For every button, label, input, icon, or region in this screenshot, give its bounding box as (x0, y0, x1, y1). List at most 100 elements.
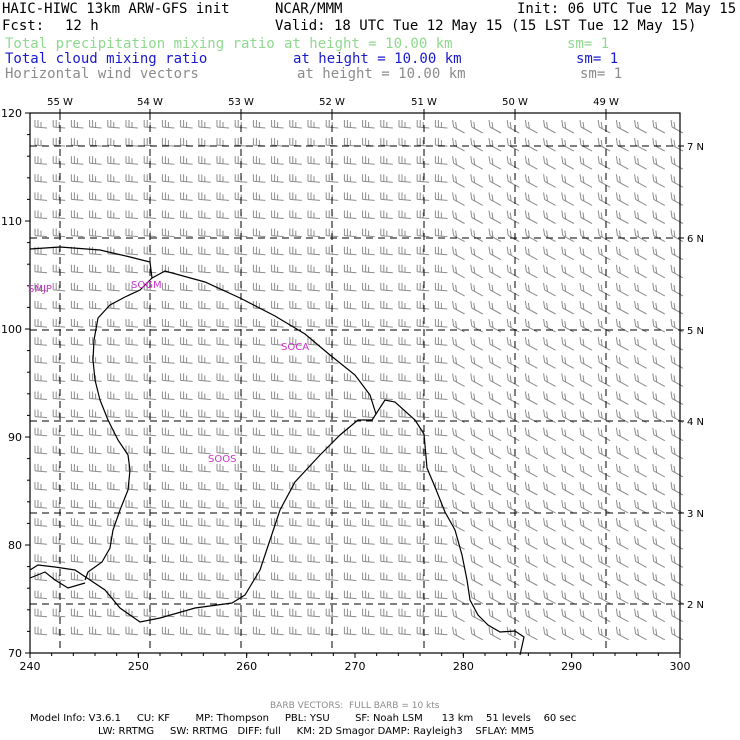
wind-barb (597, 174, 611, 188)
wind-barb (398, 518, 412, 527)
wind-barb (470, 481, 484, 496)
wind-barb (670, 282, 684, 297)
wind-barb (289, 427, 302, 437)
wind-barb (670, 138, 684, 152)
wind-barb (380, 500, 393, 509)
wind-barb (70, 590, 84, 600)
wind-barb (670, 409, 684, 424)
wind-barb (198, 626, 211, 636)
wind-barb (289, 192, 302, 201)
wind-barb (398, 319, 412, 328)
wind-barb (416, 282, 430, 292)
field-wind-name: Horizontal wind vectors (5, 66, 199, 82)
wind-barb (579, 210, 593, 224)
field-precip-name: Total precipitation mixing ratio (5, 36, 275, 52)
wind-barb (216, 445, 230, 455)
x-tick-label: 280 (453, 660, 474, 673)
lon-label: 50 W (502, 97, 528, 108)
wind-barb (615, 282, 629, 297)
wind-barb (597, 319, 611, 333)
x-tick-label: 260 (236, 660, 257, 673)
wind-barb (125, 500, 139, 509)
wind-barb (307, 608, 321, 618)
wind-barb (579, 409, 593, 424)
wind-barb (362, 138, 375, 147)
wind-barb (615, 391, 629, 405)
wind-barb (125, 572, 139, 581)
wind-barb (34, 319, 48, 328)
wind-barb (434, 264, 448, 274)
wind-barb (670, 246, 684, 261)
wind-barb (579, 536, 593, 550)
wind-barb (488, 228, 502, 243)
wind-barb (125, 282, 139, 292)
wind-barb (307, 500, 321, 509)
wind-barb (543, 355, 556, 369)
lat-label: 7 N (687, 142, 704, 153)
wind-barb (70, 373, 84, 382)
wind-barb (452, 282, 465, 297)
wind-barb (89, 192, 102, 201)
wind-barb (271, 319, 284, 328)
fcst-label: Fcst: (2, 18, 45, 34)
wind-barb (252, 554, 266, 563)
wind-barb (398, 463, 412, 473)
wind-barb (670, 355, 684, 369)
wind-barb (143, 536, 157, 545)
wind-barb (271, 463, 284, 473)
wind-barb (252, 391, 266, 400)
wind-barb (561, 608, 575, 623)
wind-barb (506, 300, 520, 315)
wind-barb (252, 246, 266, 256)
wind-barb (488, 210, 502, 224)
wind-barb (670, 192, 684, 206)
wind-barb (343, 536, 357, 545)
wind-barb (434, 120, 448, 129)
wind-barb (34, 427, 48, 437)
wind-barb (180, 445, 193, 455)
wind-barb (271, 192, 284, 201)
wind-barb (107, 337, 120, 346)
wind-barb (343, 210, 357, 219)
wind-barb (398, 482, 412, 491)
wind-barb (289, 282, 302, 292)
wind-barb (561, 536, 575, 550)
valid-time: Valid: 18 UTC Tue 12 May 15 (15 LST Tue … (275, 18, 697, 34)
wind-barb (634, 228, 647, 243)
wind-barb (380, 246, 393, 256)
wind-barb (380, 120, 393, 129)
wind-barb (34, 391, 48, 400)
wind-barb (543, 572, 556, 586)
wind-barb (89, 120, 102, 129)
wind-barb (470, 554, 484, 568)
station-label: SOCA (281, 342, 309, 353)
wind-barb (125, 301, 139, 310)
wind-barb (271, 482, 284, 491)
wind-barb (52, 246, 66, 256)
wind-barb (470, 228, 484, 243)
wind-barb (216, 590, 230, 600)
wind-barb (579, 300, 593, 315)
wind-barb (125, 192, 139, 201)
wind-barb (289, 264, 302, 274)
wind-barb (70, 337, 84, 346)
wind-barb (289, 590, 302, 600)
wind-barb (216, 355, 230, 364)
wind-barb (398, 301, 412, 310)
wind-barb (597, 210, 611, 224)
wind-barb (343, 518, 357, 527)
wind-barb (289, 536, 302, 545)
wind-barb (434, 482, 448, 491)
wind-barb (289, 518, 302, 527)
lon-labels: 55 W 54 W 53 W 52 W 51 W 50 W 49 W (47, 97, 619, 113)
wind-barb (362, 391, 375, 400)
wind-barb (398, 391, 412, 400)
x-axis-ticks: 240 250 260 270 280 290 300 (20, 653, 691, 673)
wind-barb (180, 554, 193, 563)
wind-barb (652, 300, 666, 315)
wind-barb (252, 355, 266, 364)
wind-barb (615, 337, 629, 351)
wind-barb (470, 246, 484, 261)
wind-barb (524, 174, 538, 188)
model-info-line2: LW: RRTMG SW: RRTMG DIFF: full KM: 2D Sm… (98, 726, 535, 737)
